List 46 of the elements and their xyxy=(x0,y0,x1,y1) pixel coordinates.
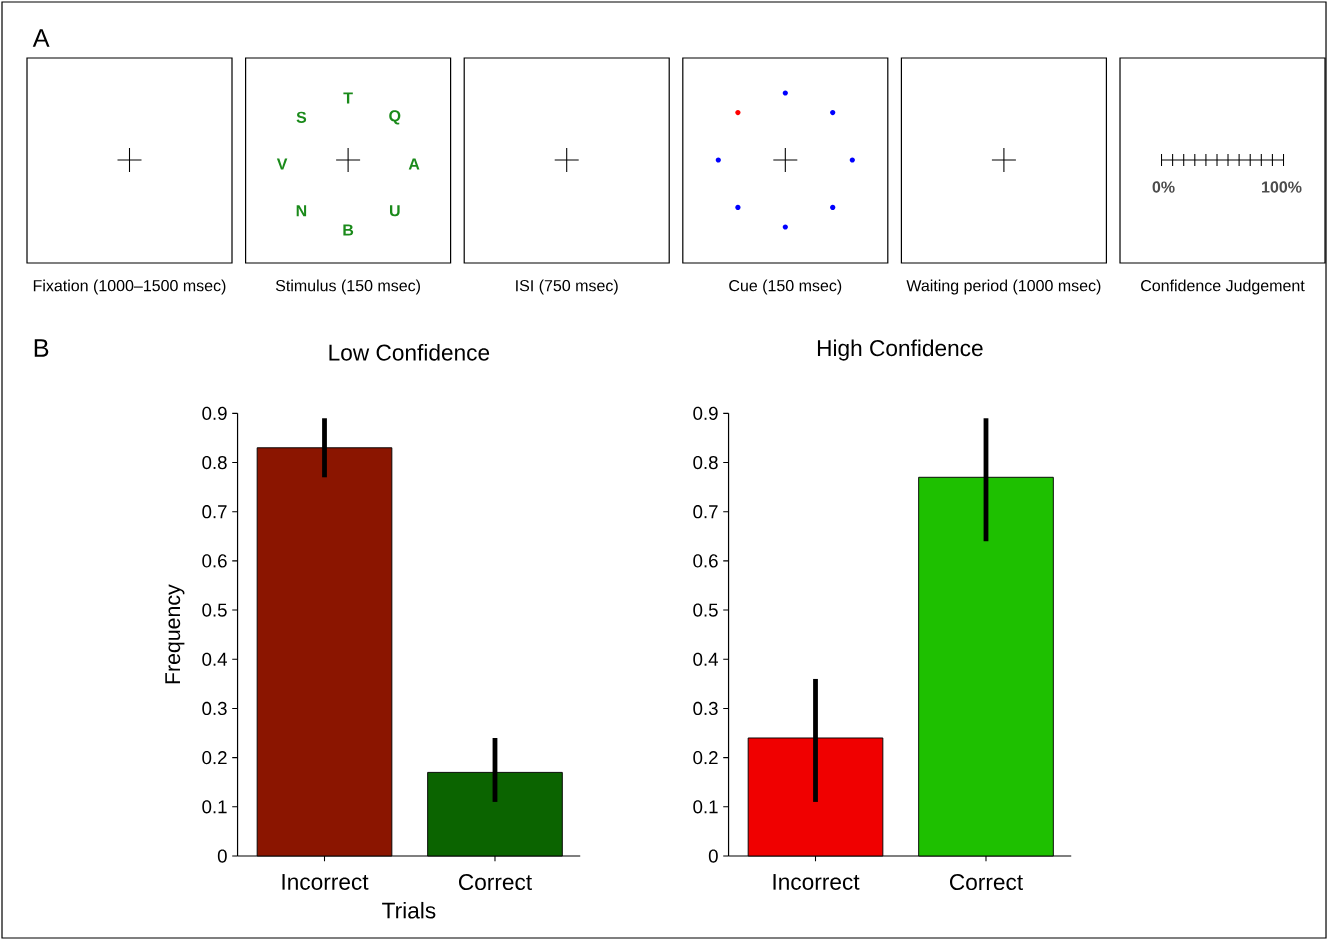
y-tick-label: 0.8 xyxy=(693,455,718,470)
y-tick-label: 0.1 xyxy=(202,800,227,814)
text: A xyxy=(32,29,50,47)
y-tick-label: 0.7 xyxy=(202,505,227,519)
y-tick-label: 0.9 xyxy=(693,406,718,420)
y-tick-label: 0.2 xyxy=(202,751,227,765)
y-axis-title: Frequency xyxy=(165,584,185,684)
chart-title: Low Confidence xyxy=(329,344,490,361)
y-tick-label: 0.8 xyxy=(202,455,227,470)
y-tick-label: 0.3 xyxy=(693,701,718,716)
y-tick-label: 0 xyxy=(217,849,227,863)
y-tick-label: 0 xyxy=(708,849,718,863)
category-label: Stimulus (150 msec) xyxy=(275,279,420,295)
y-tick-label: 0.4 xyxy=(693,652,718,666)
y-tick-label: 0.4 xyxy=(202,652,227,666)
chart-title: High Confidence xyxy=(817,339,983,361)
x-axis-title: Trials xyxy=(382,901,436,919)
y-tick-label: 0.6 xyxy=(693,554,718,568)
text: 0% xyxy=(1152,181,1175,193)
category-label: Confidence Judgement xyxy=(1141,279,1305,295)
x-tick-label: Correct xyxy=(458,874,532,891)
category-label: Cue (150 msec) xyxy=(729,279,842,295)
category-label: Waiting period (1000 msec) xyxy=(906,279,1101,295)
text: S xyxy=(296,111,307,123)
y-tick-label: 0.2 xyxy=(693,751,718,765)
text: 100% xyxy=(1262,181,1302,193)
y-tick-label: 0.6 xyxy=(202,554,227,568)
text: B xyxy=(343,224,354,236)
text: T xyxy=(343,92,353,104)
text: V xyxy=(276,158,288,170)
text: A xyxy=(408,158,420,170)
y-tick-label: 0.7 xyxy=(693,505,718,519)
y-tick-label: 0.9 xyxy=(202,406,227,420)
text: U xyxy=(389,205,400,217)
text: N xyxy=(296,205,307,217)
x-tick-label: Incorrect xyxy=(282,874,369,890)
category-label: Fixation (1000–1500 msec) xyxy=(33,279,226,295)
category-label: ISI (750 msec) xyxy=(516,279,618,295)
text: Q xyxy=(389,110,401,125)
y-tick-label: 0.5 xyxy=(202,603,227,617)
x-tick-label: Correct xyxy=(949,874,1023,891)
text: B xyxy=(34,339,49,357)
x-tick-label: Incorrect xyxy=(773,874,860,890)
y-tick-label: 0.5 xyxy=(693,603,718,617)
y-tick-label: 0.3 xyxy=(202,701,227,716)
y-tick-label: 0.1 xyxy=(693,800,718,814)
